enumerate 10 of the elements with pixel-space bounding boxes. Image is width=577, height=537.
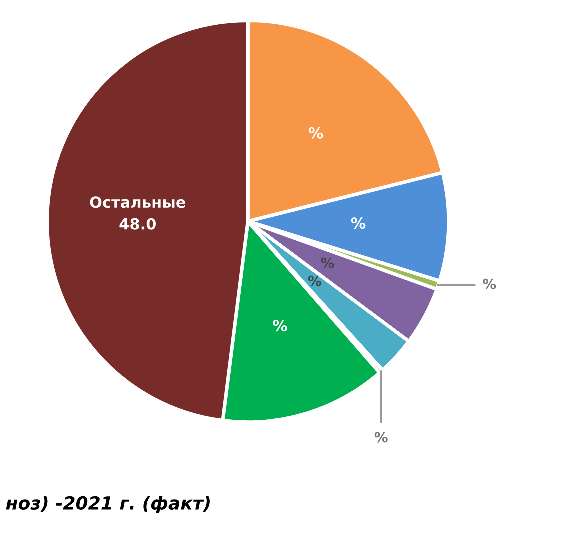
data-label: % xyxy=(374,432,388,443)
data-label: % xyxy=(483,278,496,290)
data-label: % xyxy=(308,127,324,139)
data-label: % xyxy=(321,258,334,268)
data-label: % xyxy=(308,276,322,286)
data-label: % xyxy=(273,320,288,332)
slice-label: Остальные xyxy=(90,196,186,208)
data-label: % xyxy=(351,218,366,230)
data-label: 48.0 xyxy=(120,218,156,230)
text: ноз) -2021 г. (факт) xyxy=(6,496,210,514)
